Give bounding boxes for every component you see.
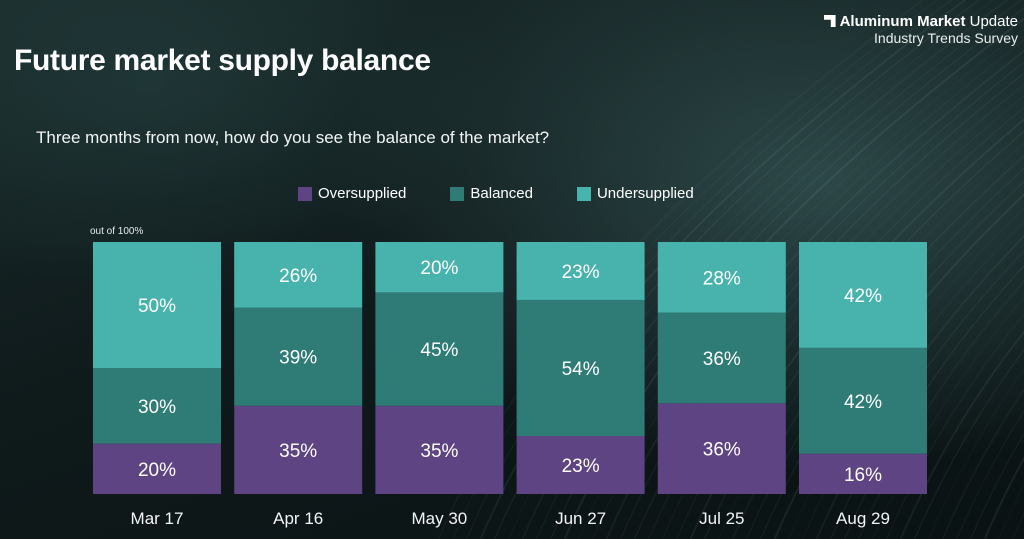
brand-title: Aluminum Market Update xyxy=(823,13,1018,30)
background-streak xyxy=(479,0,967,539)
bar-segment-balanced-may-30 xyxy=(375,292,504,406)
bar-segment-oversupplied-apr-16 xyxy=(234,405,363,494)
data-label-oversupplied-apr-16: 35% xyxy=(279,441,317,462)
bar-segment-balanced-mar-17 xyxy=(93,368,221,444)
bar-segment-balanced-aug-29 xyxy=(799,347,927,454)
chart-unit-note: out of 100% xyxy=(90,226,144,237)
data-label-undersupplied-apr-16: 26% xyxy=(279,266,317,287)
legend-item-oversupplied: Oversupplied xyxy=(298,185,406,202)
background-streak xyxy=(941,387,1024,539)
bar-segment-undersupplied-mar-17 xyxy=(93,242,221,368)
data-label-balanced-jun-27: 54% xyxy=(562,359,600,380)
page-title: Future market supply balance xyxy=(14,44,431,77)
bar-segment-undersupplied-jul-25 xyxy=(657,242,786,313)
x-tick-label-may-30: May 30 xyxy=(412,509,468,528)
background-streak xyxy=(970,432,1024,539)
bar-segment-oversupplied-aug-29 xyxy=(799,453,927,494)
bar-segment-undersupplied-jun-27 xyxy=(516,242,645,300)
bar-segment-balanced-jun-27 xyxy=(516,299,645,437)
background-streak xyxy=(956,410,1024,539)
brand-title-regular: Update xyxy=(969,13,1018,30)
brand-header: Aluminum Market Update Industry Trends S… xyxy=(823,13,1018,46)
data-label-undersupplied-jul-25: 28% xyxy=(703,268,741,289)
data-label-oversupplied-jul-25: 36% xyxy=(703,440,741,461)
background-streak xyxy=(620,61,1024,539)
data-label-undersupplied-aug-29: 42% xyxy=(844,286,882,307)
bar-segment-balanced-apr-16 xyxy=(234,307,363,406)
x-tick-label-jul-25: Jul 25 xyxy=(699,509,744,528)
data-label-oversupplied-aug-29: 16% xyxy=(844,465,882,486)
x-tick-label-mar-17: Mar 17 xyxy=(131,509,184,528)
data-label-undersupplied-jun-27: 23% xyxy=(562,262,600,283)
legend-swatch-undersupplied xyxy=(576,186,591,201)
brand-title-bold: Aluminum Market xyxy=(839,13,966,30)
data-label-balanced-mar-17: 30% xyxy=(138,397,176,418)
background-streak xyxy=(983,456,1024,539)
bar-segment-oversupplied-jun-27 xyxy=(516,436,645,494)
data-label-oversupplied-may-30: 35% xyxy=(420,441,458,462)
bar-segment-oversupplied-jul-25 xyxy=(657,403,786,494)
chart-legend: Oversupplied Balanced Undersupplied xyxy=(298,185,694,202)
legend-swatch-oversupplied xyxy=(298,186,312,201)
data-label-balanced-jul-25: 36% xyxy=(703,349,741,370)
legend-label-balanced: Balanced xyxy=(470,185,533,202)
data-label-oversupplied-jun-27: 23% xyxy=(562,456,600,477)
background-streak xyxy=(899,330,1024,539)
survey-question: Three months from now, how do you see th… xyxy=(36,128,550,147)
bar-segment-undersupplied-aug-29 xyxy=(799,242,927,348)
data-label-undersupplied-may-30: 20% xyxy=(420,258,458,279)
x-tick-label-aug-29: Aug 29 xyxy=(836,509,890,528)
background-streak xyxy=(914,349,1024,539)
bar-segment-undersupplied-apr-16 xyxy=(234,242,363,308)
legend-label-undersupplied: Undersupplied xyxy=(596,185,694,202)
bar-segment-oversupplied-mar-17 xyxy=(93,443,221,494)
brand-subtitle: Industry Trends Survey xyxy=(874,30,1018,46)
legend-item-balanced: Balanced xyxy=(450,185,533,202)
x-tick-label-jun-27: Jun 27 xyxy=(555,509,606,528)
bar-segment-balanced-jul-25 xyxy=(657,312,786,404)
legend-swatch-balanced xyxy=(450,186,465,201)
data-label-balanced-may-30: 45% xyxy=(420,340,458,361)
data-label-balanced-apr-16: 39% xyxy=(279,348,317,369)
background-streak xyxy=(760,180,1024,539)
legend-item-undersupplied: Undersupplied xyxy=(576,185,694,202)
data-label-balanced-aug-29: 42% xyxy=(844,392,882,413)
legend-label-oversupplied: Oversupplied xyxy=(318,185,407,202)
x-tick-label-apr-16: Apr 16 xyxy=(273,509,323,528)
bar-segment-undersupplied-may-30 xyxy=(375,242,504,293)
data-label-oversupplied-mar-17: 20% xyxy=(138,460,176,481)
bar-segment-oversupplied-may-30 xyxy=(375,405,504,494)
data-label-undersupplied-mar-17: 50% xyxy=(138,296,176,317)
